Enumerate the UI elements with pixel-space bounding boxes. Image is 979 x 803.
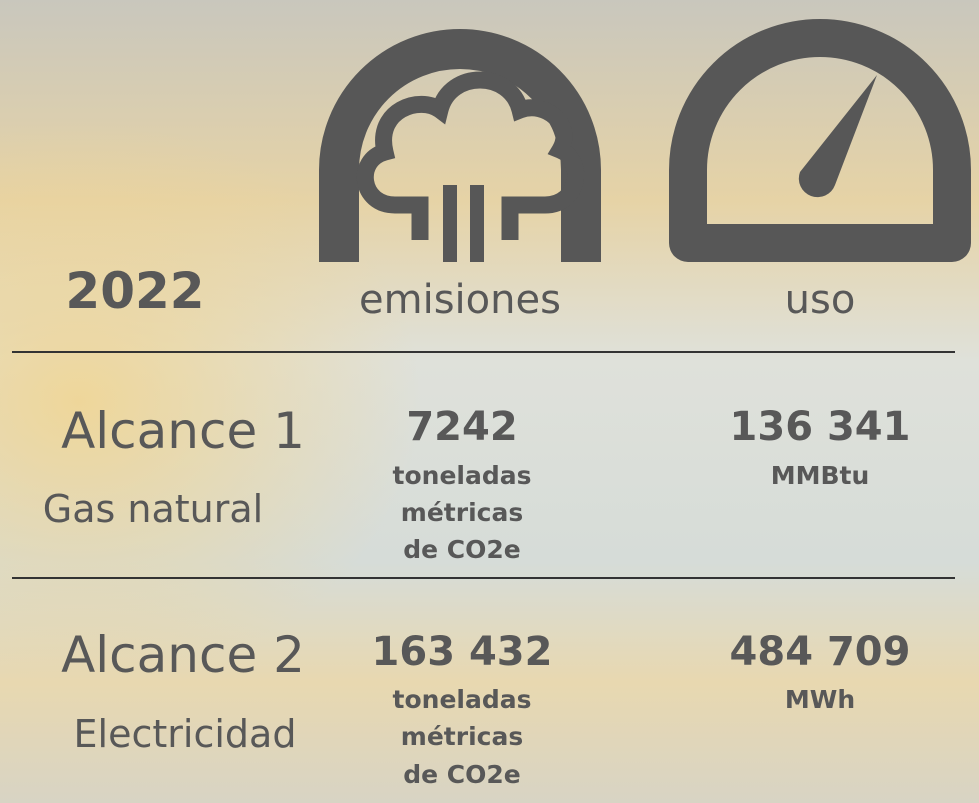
- year: 2022: [65, 262, 204, 320]
- emissions-value: 163 432: [372, 629, 553, 675]
- emissions-unit: de CO2e: [403, 760, 521, 789]
- emissions-value: 7242: [406, 404, 517, 450]
- emissions-unit: de CO2e: [403, 535, 521, 564]
- usage-value: 136 341: [730, 404, 911, 450]
- infographic: 2022 emisiones uso Alcance 1 Gas natural…: [0, 0, 979, 803]
- emissions-unit: toneladas: [393, 461, 532, 490]
- scope: Alcance 1: [61, 402, 305, 460]
- source: Electricidad: [74, 712, 297, 756]
- usage-value: 484 709: [730, 629, 911, 675]
- source: Gas natural: [43, 487, 263, 531]
- emissions-unit: toneladas: [393, 685, 532, 714]
- usage-unit: MMBtu: [771, 461, 870, 490]
- page: 2022 emisiones uso Alcance 1 Gas natural…: [0, 0, 979, 803]
- column-header: uso: [785, 277, 856, 323]
- emissions-unit: métricas: [401, 498, 523, 527]
- scope: Alcance 2: [61, 626, 305, 684]
- column-header: emisiones: [359, 277, 561, 323]
- usage-unit: MWh: [785, 685, 855, 714]
- emissions-unit: métricas: [401, 722, 523, 751]
